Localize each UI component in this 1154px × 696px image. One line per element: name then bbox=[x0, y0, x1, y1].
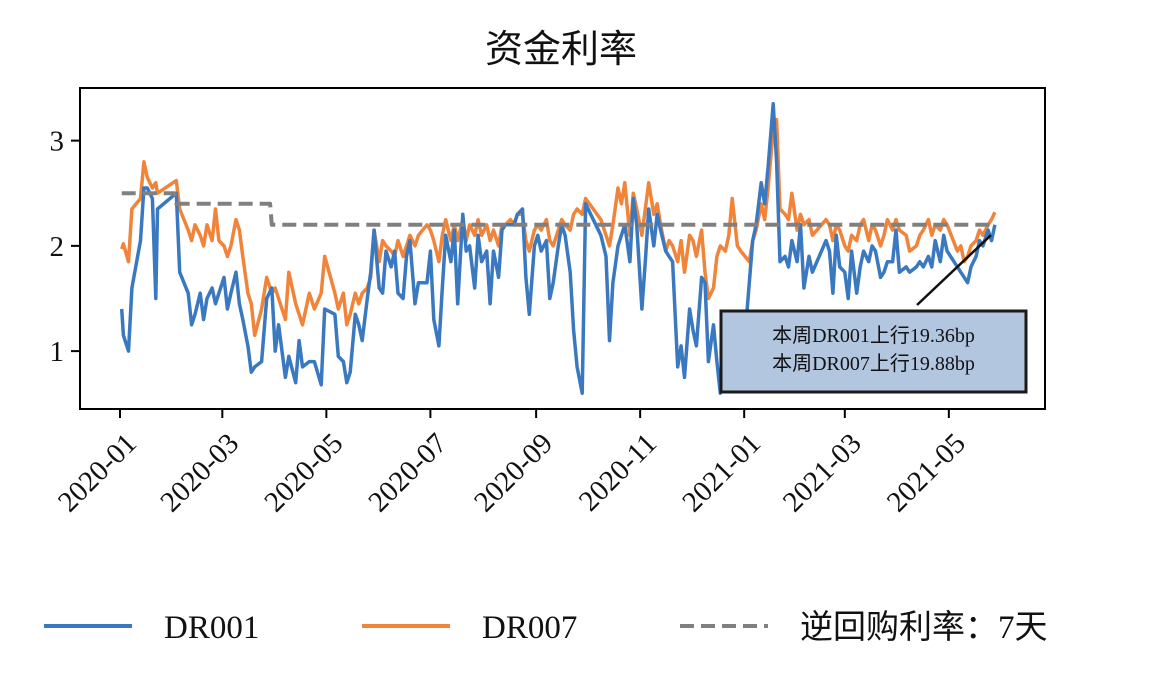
annotation: 本周DR001上行19.36bp 本周DR007上行19.88bp bbox=[719, 234, 1028, 394]
x-tick-label: 2020-11 bbox=[573, 427, 663, 517]
y-tick-label: 1 bbox=[50, 336, 65, 368]
x-tick-label: 2020-07 bbox=[362, 427, 453, 518]
x-tick-label: 2021-05 bbox=[881, 427, 972, 518]
annotation-box bbox=[719, 309, 1028, 394]
legend-label: 逆回购利率：7天 bbox=[800, 609, 1048, 646]
plot-frame bbox=[79, 87, 1046, 410]
legend: DR001 DR007 逆回购利率：7天 bbox=[44, 609, 1048, 646]
y-tick-label: 2 bbox=[50, 231, 65, 263]
annotation-text: 本周DR007上行19.88bp bbox=[772, 352, 975, 375]
x-tick-label: 2020-05 bbox=[258, 427, 349, 518]
annotation-text: 本周DR001上行19.36bp bbox=[772, 324, 975, 347]
x-tick-label: 2020-09 bbox=[468, 427, 559, 518]
y-tick-label: 3 bbox=[50, 126, 65, 158]
x-tick-label: 2020-03 bbox=[154, 427, 245, 518]
annotation-arrow bbox=[916, 234, 992, 306]
series-layer bbox=[119, 102, 997, 395]
x-tick-label: 2020-01 bbox=[52, 427, 143, 518]
series-line-dr001 bbox=[119, 102, 997, 395]
x-tick-label: 2021-01 bbox=[676, 427, 767, 518]
series-line-dr007 bbox=[120, 117, 997, 338]
x-axis: 2020-01 2020-03 2020-05 2020-07 2020-09 2020-… bbox=[52, 409, 972, 518]
x-tick-label: 2021-03 bbox=[777, 427, 868, 518]
series-line-reverse-repo-7d bbox=[121, 191, 995, 227]
chart-title: 资金利率 bbox=[485, 27, 637, 71]
y-axis: 1 2 3 bbox=[50, 126, 80, 368]
legend-label: DR001 bbox=[164, 610, 259, 646]
legend-label: DR007 bbox=[482, 610, 577, 646]
